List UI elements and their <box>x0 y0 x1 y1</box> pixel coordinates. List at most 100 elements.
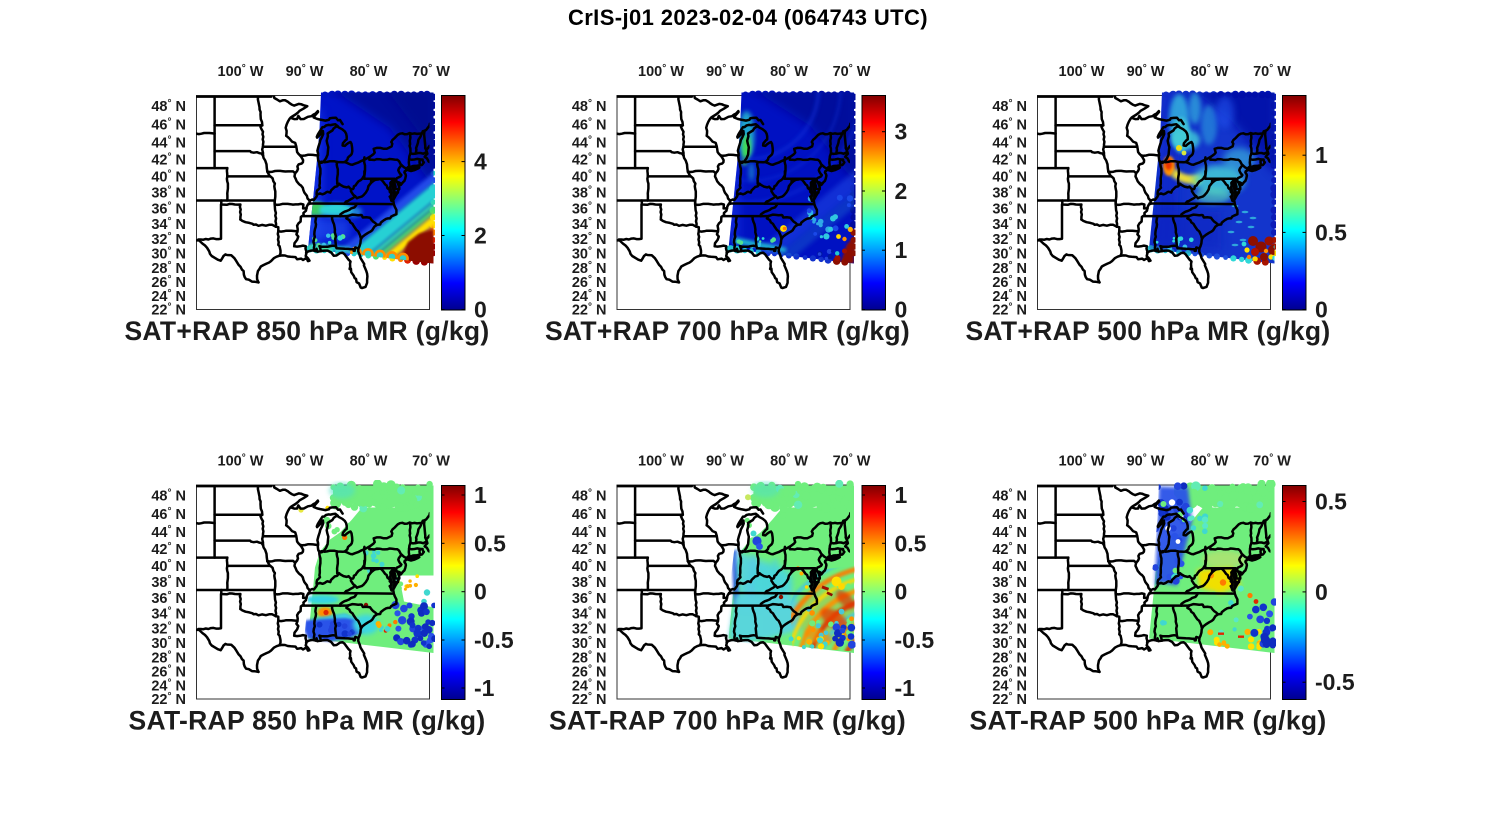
svg-text:24° N: 24° N <box>151 677 186 694</box>
svg-text:0: 0 <box>1315 297 1328 323</box>
svg-text:0.5: 0.5 <box>1315 489 1347 515</box>
svg-text:40° N: 40° N <box>151 168 186 185</box>
svg-text:36° N: 36° N <box>572 590 607 607</box>
svg-text:44° N: 44° N <box>992 524 1027 541</box>
svg-text:90° W: 90° W <box>706 453 744 470</box>
svg-text:SAT+RAP 500 hPa MR (g/kg): SAT+RAP 500 hPa MR (g/kg) <box>965 316 1330 346</box>
svg-text:SAT-RAP 850 hPa MR (g/kg): SAT-RAP 850 hPa MR (g/kg) <box>129 706 486 736</box>
svg-text:70° W: 70° W <box>412 453 450 470</box>
svg-text:48° N: 48° N <box>992 488 1027 505</box>
svg-text:1: 1 <box>895 482 908 508</box>
svg-text:90° W: 90° W <box>706 63 744 80</box>
svg-text:100° W: 100° W <box>218 453 264 470</box>
svg-text:30° N: 30° N <box>572 245 607 262</box>
svg-text:30° N: 30° N <box>992 245 1027 262</box>
svg-text:42° N: 42° N <box>572 152 607 169</box>
svg-text:24° N: 24° N <box>572 288 607 305</box>
svg-text:44° N: 44° N <box>572 524 607 541</box>
svg-text:SAT-RAP 500 hPa MR (g/kg): SAT-RAP 500 hPa MR (g/kg) <box>970 706 1327 736</box>
svg-text:46° N: 46° N <box>992 506 1027 523</box>
svg-text:70° W: 70° W <box>833 453 871 470</box>
svg-text:38° N: 38° N <box>992 574 1027 591</box>
svg-text:46° N: 46° N <box>572 506 607 523</box>
svg-text:36° N: 36° N <box>992 590 1027 607</box>
svg-text:26° N: 26° N <box>992 274 1027 291</box>
svg-text:32° N: 32° N <box>572 620 607 637</box>
svg-text:48° N: 48° N <box>992 98 1027 115</box>
svg-text:32° N: 32° N <box>992 620 1027 637</box>
svg-text:2: 2 <box>895 178 908 204</box>
svg-text:90° W: 90° W <box>286 63 324 80</box>
svg-text:44° N: 44° N <box>151 134 186 151</box>
svg-text:80° W: 80° W <box>350 63 388 80</box>
svg-text:1: 1 <box>895 237 908 263</box>
svg-text:34° N: 34° N <box>572 216 607 233</box>
svg-text:1: 1 <box>1315 142 1328 168</box>
svg-text:100° W: 100° W <box>638 453 684 470</box>
svg-text:38° N: 38° N <box>992 185 1027 202</box>
svg-text:SAT-RAP 700 hPa MR (g/kg): SAT-RAP 700 hPa MR (g/kg) <box>549 706 906 736</box>
svg-text:28° N: 28° N <box>572 260 607 277</box>
svg-text:70° W: 70° W <box>412 63 450 80</box>
svg-text:32° N: 32° N <box>151 231 186 248</box>
svg-text:22° N: 22° N <box>572 691 607 708</box>
svg-text:28° N: 28° N <box>992 649 1027 666</box>
svg-text:0.5: 0.5 <box>474 530 506 556</box>
svg-text:0: 0 <box>895 297 908 323</box>
svg-text:0: 0 <box>1315 579 1328 605</box>
svg-text:42° N: 42° N <box>151 541 186 558</box>
svg-text:4: 4 <box>474 149 487 175</box>
svg-text:70° W: 70° W <box>833 63 871 80</box>
svg-text:38° N: 38° N <box>151 574 186 591</box>
svg-text:42° N: 42° N <box>572 541 607 558</box>
svg-text:80° W: 80° W <box>770 63 808 80</box>
svg-text:28° N: 28° N <box>572 649 607 666</box>
svg-text:32° N: 32° N <box>992 231 1027 248</box>
svg-text:80° W: 80° W <box>1191 63 1229 80</box>
svg-text:80° W: 80° W <box>770 453 808 470</box>
svg-text:90° W: 90° W <box>286 453 324 470</box>
svg-text:0.5: 0.5 <box>1315 219 1347 245</box>
svg-text:34° N: 34° N <box>992 605 1027 622</box>
svg-text:34° N: 34° N <box>572 605 607 622</box>
svg-text:42° N: 42° N <box>151 152 186 169</box>
svg-text:30° N: 30° N <box>572 635 607 652</box>
svg-text:0: 0 <box>474 579 487 605</box>
svg-text:-0.5: -0.5 <box>1315 669 1355 695</box>
svg-text:24° N: 24° N <box>992 677 1027 694</box>
svg-text:40° N: 40° N <box>151 558 186 575</box>
svg-text:-1: -1 <box>895 675 916 701</box>
svg-text:30° N: 30° N <box>151 245 186 262</box>
svg-text:-0.5: -0.5 <box>474 627 514 653</box>
svg-text:0.5: 0.5 <box>895 530 927 556</box>
svg-text:90° W: 90° W <box>1127 453 1165 470</box>
svg-text:40° N: 40° N <box>572 558 607 575</box>
svg-text:2: 2 <box>474 223 487 249</box>
svg-text:22° N: 22° N <box>151 302 186 319</box>
svg-text:22° N: 22° N <box>992 302 1027 319</box>
svg-text:24° N: 24° N <box>572 677 607 694</box>
svg-text:80° W: 80° W <box>350 453 388 470</box>
svg-text:-0.5: -0.5 <box>895 627 935 653</box>
svg-text:SAT+RAP 850 hPa MR (g/kg): SAT+RAP 850 hPa MR (g/kg) <box>124 316 489 346</box>
svg-text:36° N: 36° N <box>572 200 607 217</box>
svg-text:-1: -1 <box>474 675 495 701</box>
svg-text:46° N: 46° N <box>151 506 186 523</box>
svg-text:44° N: 44° N <box>151 524 186 541</box>
svg-text:44° N: 44° N <box>572 134 607 151</box>
svg-text:24° N: 24° N <box>151 288 186 305</box>
svg-text:28° N: 28° N <box>992 260 1027 277</box>
svg-text:46° N: 46° N <box>151 117 186 134</box>
svg-text:70° W: 70° W <box>1253 453 1291 470</box>
svg-text:100° W: 100° W <box>1059 63 1105 80</box>
svg-text:34° N: 34° N <box>151 216 186 233</box>
svg-text:40° N: 40° N <box>992 558 1027 575</box>
svg-text:0: 0 <box>474 297 487 323</box>
svg-text:26° N: 26° N <box>992 664 1027 681</box>
svg-text:46° N: 46° N <box>572 117 607 134</box>
svg-text:48° N: 48° N <box>572 488 607 505</box>
svg-text:26° N: 26° N <box>572 664 607 681</box>
svg-text:30° N: 30° N <box>151 635 186 652</box>
svg-text:100° W: 100° W <box>1059 453 1105 470</box>
svg-text:36° N: 36° N <box>992 200 1027 217</box>
